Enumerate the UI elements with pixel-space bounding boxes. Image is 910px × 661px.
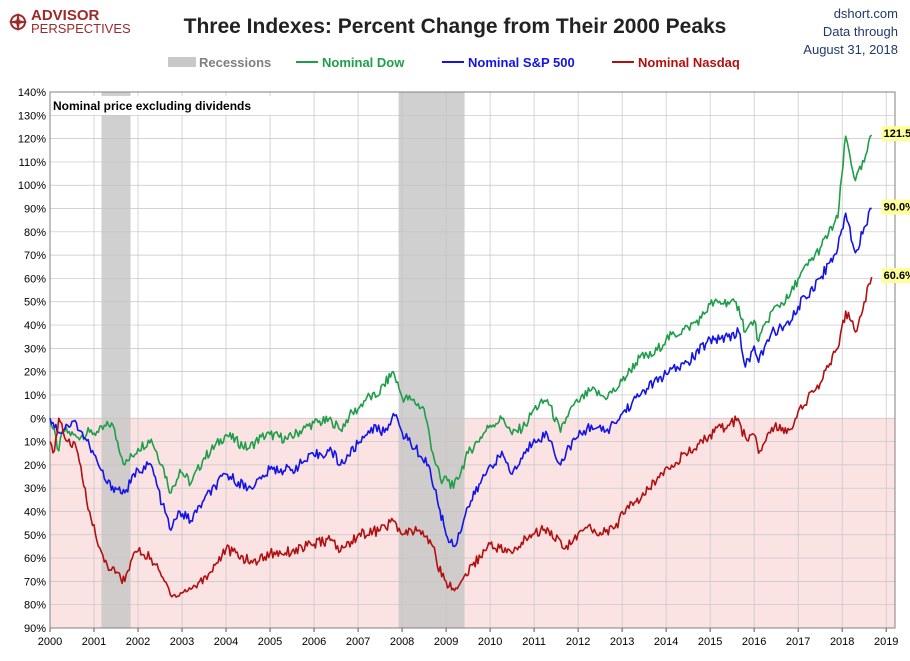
y-tick-label: 100% [18, 180, 46, 192]
end-label-sp500: 90.0% [884, 202, 910, 214]
end-label-box-sp500 [881, 199, 910, 215]
end-label-box-nasdaq [881, 268, 910, 284]
y-tick-label: 70% [24, 576, 46, 588]
data-through-date: August 31, 2018 [803, 42, 898, 57]
y-tick-label: 30% [24, 343, 46, 355]
y-tick-label: 10% [24, 437, 46, 449]
x-tick-label: 2006 [302, 636, 326, 648]
legend-dow: Nominal Dow [322, 55, 405, 70]
y-tick-label: 50% [24, 530, 46, 542]
y-tick-label: 60% [24, 553, 46, 565]
y-tick-label: 0% [30, 413, 46, 425]
x-tick-label: 2002 [126, 636, 150, 648]
x-tick-label: 2016 [742, 636, 766, 648]
y-tick-label: 110% [19, 157, 47, 169]
legend-recessions: Recessions [199, 55, 271, 70]
x-tick-label: 2000 [38, 636, 62, 648]
x-tick-label: 2018 [830, 636, 854, 648]
y-tick-label: 40% [24, 506, 46, 518]
x-tick-label: 2009 [434, 636, 458, 648]
series-line-nasdaq [49, 276, 873, 598]
note-box [51, 96, 276, 115]
x-tick-label: 2001 [82, 636, 106, 648]
note-label: Nominal price excluding dividends [53, 99, 251, 113]
legend-nasdaq: Nominal Nasdaq [638, 55, 740, 70]
legend-recession-swatch [168, 57, 196, 67]
y-tick-label: 130% [18, 110, 46, 122]
x-tick-label: 2012 [566, 636, 590, 648]
y-tick-label: 140% [18, 87, 46, 99]
x-tick-label: 2005 [258, 636, 282, 648]
y-tick-label: 80% [24, 227, 46, 239]
x-tick-label: 2010 [478, 636, 502, 648]
legend: Recessions Nominal Dow Nominal S&P 500 N… [168, 55, 740, 70]
source-label: dshort.com [834, 6, 898, 21]
y-tick-label: 20% [24, 460, 46, 472]
y-tick-label: 30% [24, 483, 46, 495]
x-tick-label: 2017 [786, 636, 810, 648]
end-label-dow: 121.5% [884, 128, 910, 140]
logo-line1: ADVISOR [31, 7, 100, 24]
x-tick-label: 2008 [390, 636, 414, 648]
legend-sp500: Nominal S&P 500 [468, 55, 575, 70]
recession-band-0 [101, 92, 131, 628]
y-tick-label: 10% [24, 390, 46, 402]
x-tick-label: 2004 [214, 636, 238, 648]
chart-title: Three Indexes: Percent Change from Their… [184, 15, 727, 38]
y-tick-label: 120% [18, 134, 46, 146]
end-label-nasdaq: 60.6% [884, 270, 910, 282]
data-through-label: Data through [823, 24, 898, 39]
compass-needle-h-icon [8, 20, 28, 24]
series-line-sp500 [49, 207, 872, 548]
y-tick-label: 40% [24, 320, 46, 332]
x-tick-label: 2011 [522, 636, 546, 648]
end-label-box-dow [881, 126, 910, 142]
series-line-dow [49, 134, 873, 494]
recession-band-1 [398, 92, 465, 628]
y-tick-label: 60% [24, 273, 46, 285]
y-tick-label: 50% [24, 297, 46, 309]
y-tick-label: 90% [24, 204, 46, 216]
x-tick-label: 2019 [874, 636, 898, 648]
y-tick-label: 80% [24, 600, 46, 612]
x-tick-label: 2015 [698, 636, 722, 648]
x-tick-label: 2007 [346, 636, 370, 648]
y-tick-label: 20% [24, 367, 46, 379]
x-tick-label: 2013 [610, 636, 634, 648]
logo-line2: PERSPECTIVES [31, 21, 131, 36]
y-tick-label: 70% [24, 250, 46, 262]
plot-frame [49, 91, 896, 629]
advisor-perspectives-logo: ADVISOR PERSPECTIVES [8, 7, 131, 36]
x-tick-label: 2003 [170, 636, 194, 648]
y-tick-label: 90% [24, 623, 46, 635]
x-tick-label: 2014 [654, 636, 678, 648]
plot-area: 140% 130% 120% 110% 100% 90% 80% 70% 60% 50% 40% 30… [18, 87, 910, 648]
